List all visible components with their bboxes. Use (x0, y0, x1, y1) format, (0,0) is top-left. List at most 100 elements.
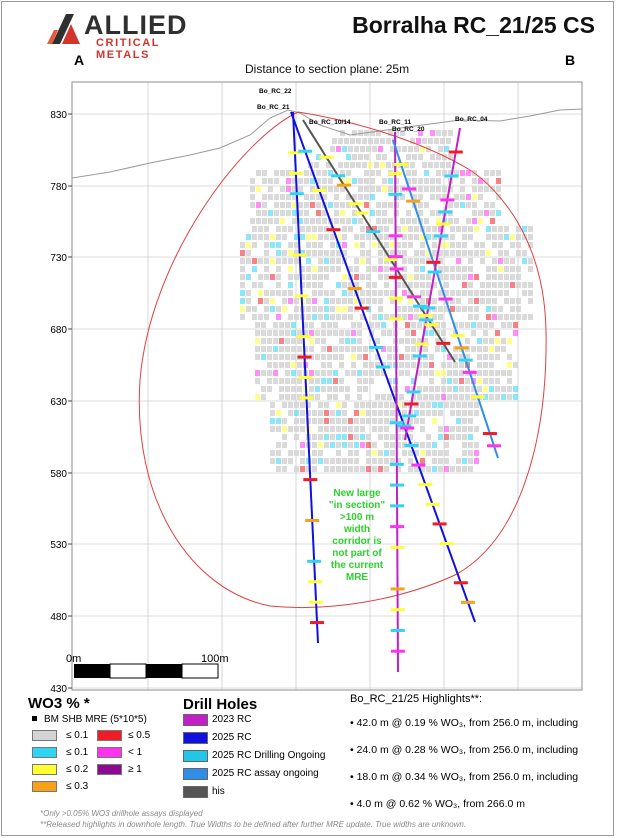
model-block (477, 338, 482, 344)
model-block (294, 258, 299, 264)
assay-interval (354, 211, 369, 215)
model-block (450, 274, 455, 280)
model-block (348, 458, 353, 464)
model-block (507, 378, 512, 384)
assay-interval (287, 151, 302, 155)
model-block (350, 138, 355, 144)
model-block (276, 418, 281, 424)
model-block (330, 298, 335, 304)
model-block (402, 234, 407, 240)
model-block (396, 250, 401, 256)
model-block (240, 242, 245, 248)
model-block (498, 282, 503, 288)
model-block (450, 290, 455, 296)
model-block (387, 378, 392, 384)
model-block (297, 378, 302, 384)
model-block (436, 218, 441, 224)
model-block (492, 290, 497, 296)
model-block (346, 178, 351, 184)
model-block (273, 346, 278, 352)
model-block (306, 466, 311, 472)
model-block (386, 162, 391, 168)
model-block (438, 426, 443, 432)
model-block (450, 242, 455, 248)
model-block (460, 186, 465, 192)
model-block (291, 378, 296, 384)
model-block (339, 354, 344, 360)
legend-label: ≥ 1 (128, 764, 142, 775)
model-block (402, 146, 407, 152)
model-block (292, 210, 297, 216)
model-block (396, 242, 401, 248)
assay-interval (433, 234, 448, 238)
model-block (366, 250, 371, 256)
model-block (414, 266, 419, 272)
model-block (306, 250, 311, 256)
legend-swatch (97, 730, 122, 741)
model-block (342, 234, 347, 240)
model-block (330, 426, 335, 432)
model-block (478, 178, 483, 184)
model-block (384, 274, 389, 280)
model-block (372, 234, 377, 240)
model-block (426, 226, 431, 232)
model-block (462, 226, 467, 232)
highlight-item: • 18.0 m @ 0.34 % WO₃, from 256.0 m, inc… (350, 771, 579, 783)
model-block (435, 394, 440, 400)
model-block (450, 466, 455, 472)
model-block (306, 242, 311, 248)
model-block (414, 282, 419, 288)
model-block (399, 362, 404, 368)
model-block (285, 330, 290, 336)
legend-label: ≤ 0.1 (66, 747, 89, 758)
model-block (507, 394, 512, 400)
model-block (492, 282, 497, 288)
assay-interval (436, 222, 451, 226)
model-block (288, 266, 293, 272)
model-block (312, 410, 317, 416)
model-block (291, 370, 296, 376)
model-block (357, 394, 362, 400)
model-block (312, 306, 317, 312)
model-block (448, 202, 453, 208)
section-start-label: A (74, 52, 85, 68)
model-block (406, 170, 411, 176)
model-block (424, 202, 429, 208)
model-block (297, 386, 302, 392)
model-block (444, 458, 449, 464)
model-block (498, 306, 503, 312)
model-block (448, 218, 453, 224)
model-block (390, 418, 395, 424)
model-block (417, 346, 422, 352)
model-block (256, 202, 261, 208)
model-block (380, 162, 385, 168)
model-block (384, 458, 389, 464)
model-block (333, 370, 338, 376)
model-block (375, 394, 380, 400)
model-block (333, 386, 338, 392)
model-block (267, 378, 272, 384)
model-block (438, 450, 443, 456)
model-block (432, 250, 437, 256)
model-block (330, 458, 335, 464)
model-block (384, 242, 389, 248)
model-block (276, 266, 281, 272)
model-block (376, 210, 381, 216)
model-block (420, 450, 425, 456)
model-block (276, 442, 281, 448)
model-block (372, 466, 377, 472)
model-block (322, 178, 327, 184)
assay-interval (389, 317, 404, 321)
model-block (366, 402, 371, 408)
model-block (300, 282, 305, 288)
model-block (430, 186, 435, 192)
model-block (268, 210, 273, 216)
model-block (432, 242, 437, 248)
model-block (366, 274, 371, 280)
model-block (420, 234, 425, 240)
model-block (483, 370, 488, 376)
model-block (411, 330, 416, 336)
model-block (456, 226, 461, 232)
model-block (468, 442, 473, 448)
model-block (286, 202, 291, 208)
